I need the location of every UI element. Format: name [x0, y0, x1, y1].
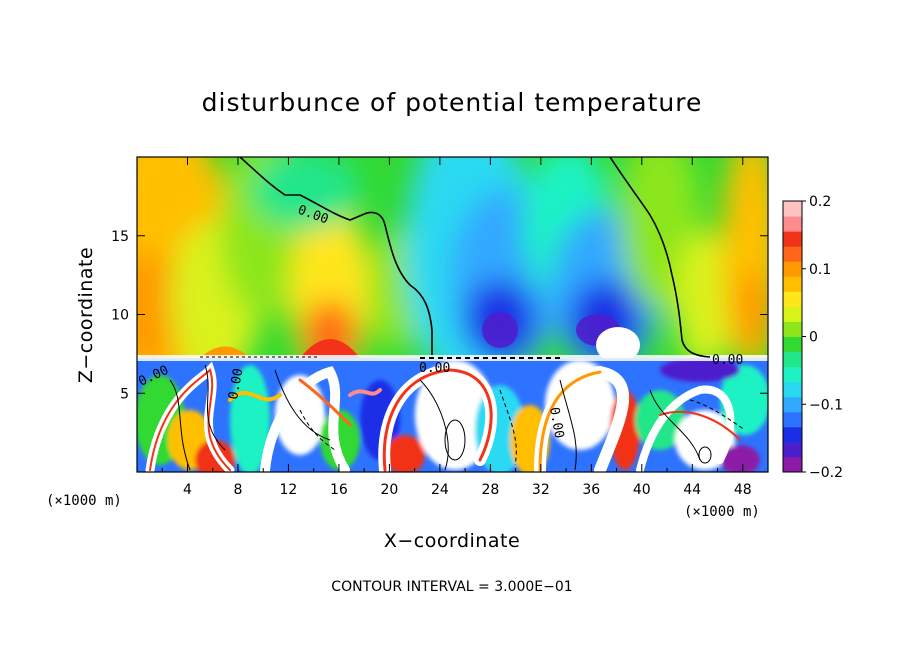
x-axis-label: X−coordinate: [384, 530, 520, 552]
x-unit-label-right: (×1000 m): [684, 504, 760, 520]
x-tick-label: 8: [233, 482, 242, 498]
z-tick-label: 10: [111, 308, 129, 324]
contour-label: 0.00: [226, 367, 246, 400]
colorbar-swatch: [783, 441, 802, 458]
colorbar-swatch: [783, 276, 802, 292]
colorbar-swatch: [783, 366, 802, 383]
contour-interval: CONTOUR INTERVAL = 3.000E−01: [331, 579, 572, 595]
colorbar-swatch: [783, 306, 802, 322]
colorbar-ticks: 0.2 0.1 0 −0.1 −0.2: [802, 194, 843, 481]
x-tick-label: 16: [330, 482, 348, 498]
colorbar-swatch: [783, 336, 802, 353]
plot-area: 0.00 0.00 0.00 0.00 0.00 0.00: [137, 157, 768, 472]
colorbar-swatch: [783, 396, 802, 413]
zero-contour-left: [239, 157, 433, 355]
contour-label: 0.00: [546, 406, 566, 439]
z-tick-label: 5: [120, 386, 129, 402]
x-tick-label: 20: [380, 482, 398, 498]
colorbar-swatch: [783, 321, 802, 337]
upper-field: [137, 157, 768, 360]
colorbar-swatch: [783, 411, 802, 428]
x-tick-label: 40: [633, 482, 651, 498]
lower-field: [137, 358, 768, 472]
colorbar-tick-label: 0.2: [809, 194, 831, 210]
colorbar-tick-label: −0.2: [809, 465, 843, 481]
x-tick-label: 32: [532, 482, 550, 498]
x-unit-label-left: (×1000 m): [46, 493, 122, 509]
colorbar-swatch: [783, 426, 802, 443]
x-tick-label: 24: [431, 482, 449, 498]
colorbar-swatch: [783, 216, 802, 232]
x-tick-label: 36: [582, 482, 600, 498]
x-tick-label: 12: [280, 482, 298, 498]
y-axis-label: Z−coordinate: [75, 247, 97, 383]
z-axis: 5 10 15: [111, 229, 768, 402]
colorbar-swatch: [783, 351, 802, 368]
colorbar-tick-label: 0.1: [809, 262, 831, 278]
contour-label: 0.00: [712, 353, 743, 368]
interface-band: [137, 355, 768, 361]
x-tick-label: 48: [734, 482, 752, 498]
contour-label: 0.00: [419, 361, 450, 376]
zero-contour-right: [609, 157, 711, 358]
z-tick-label: 15: [111, 229, 129, 245]
colorbar-swatch: [783, 456, 802, 473]
x-tick-label: 44: [683, 482, 701, 498]
colorbar-swatch: [783, 291, 802, 307]
colorbar-swatch: [783, 261, 802, 277]
x-axis: 4 8 12 16 20 24 28 32 36 40 44 48: [161, 157, 752, 498]
colorbar: [782, 200, 803, 473]
x-tick-label: 4: [183, 482, 192, 498]
chart-title: disturbunce of potential temperature: [202, 88, 703, 117]
x-tick-label: 28: [481, 482, 499, 498]
colorbar-tick-label: 0: [809, 330, 818, 346]
colorbar-tick-label: −0.1: [809, 397, 843, 413]
colorbar-swatch: [783, 246, 802, 262]
colorbar-swatch: [783, 381, 802, 398]
colorbar-swatch: [783, 201, 802, 217]
colorbar-swatch: [783, 231, 802, 247]
